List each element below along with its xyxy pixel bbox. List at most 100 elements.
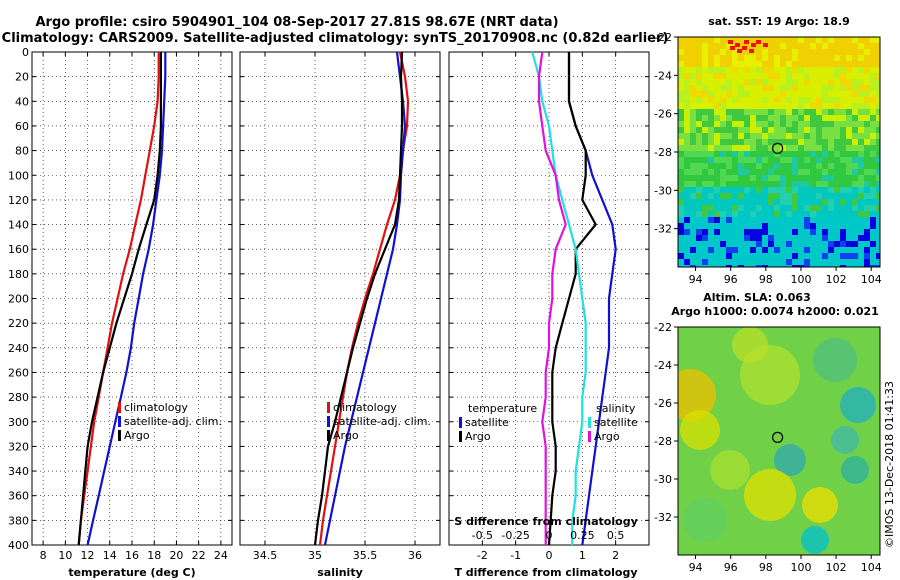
sst-cell [756, 67, 762, 73]
sst-cell [822, 157, 828, 163]
sst-cell [864, 253, 870, 259]
y-tick-label: 240 [8, 342, 29, 355]
sst-cell [768, 253, 774, 259]
sst-cell [750, 121, 756, 127]
sst-cell [696, 91, 702, 97]
sst-cell [744, 223, 750, 229]
sst-cell [804, 199, 810, 205]
map-y-tick-label: -32 [654, 223, 672, 236]
sst-cell [810, 55, 816, 61]
sst-cell [702, 163, 708, 169]
sst-cell [870, 91, 876, 97]
sst-cell [762, 235, 768, 241]
sst-warm-patch [735, 43, 740, 47]
sst-cell [696, 133, 702, 139]
sst-cell [828, 49, 834, 55]
sst-cell [750, 73, 756, 79]
sst-cell [738, 253, 744, 259]
sst-cell [726, 97, 732, 103]
sst-cell [756, 115, 762, 121]
sst-cell [774, 163, 780, 169]
sst-cell [822, 85, 828, 91]
sst-cell [816, 133, 822, 139]
sst-cell [876, 247, 880, 253]
sst-cell [726, 163, 732, 169]
sst-cell [810, 235, 816, 241]
sst-cell [876, 85, 880, 91]
sst-cell [846, 265, 852, 267]
sst-cell [870, 163, 876, 169]
sst-warm-patch [728, 40, 733, 44]
sst-cell [708, 97, 714, 103]
sst-cell [696, 247, 702, 253]
sst-cell [852, 247, 858, 253]
sla-anomaly-blob [802, 487, 838, 523]
sst-cell [720, 49, 726, 55]
sst-cell [708, 247, 714, 253]
sst-cell [840, 43, 846, 49]
sst-cell [792, 103, 798, 109]
sst-cell [726, 121, 732, 127]
sst-cell [702, 205, 708, 211]
sst-cell [840, 235, 846, 241]
sst-cell [858, 223, 864, 229]
sst-cell [846, 235, 852, 241]
sst-cell [792, 229, 798, 235]
sst-cell [690, 43, 696, 49]
sst-cell [684, 43, 690, 49]
difference-top-xlabel: S difference from climatology [454, 515, 638, 528]
sst-cell [762, 109, 768, 115]
sst-cell [876, 121, 880, 127]
sst-cell [756, 235, 762, 241]
legend-swatch [118, 416, 121, 427]
sst-cell [786, 157, 792, 163]
sst-cell [690, 205, 696, 211]
sst-cell [750, 109, 756, 115]
sst-cell [792, 163, 798, 169]
sst-cell [678, 115, 684, 121]
legend-title-temperature: temperature [468, 402, 537, 415]
sst-cell [798, 139, 804, 145]
sst-cell [702, 253, 708, 259]
sst-cell [834, 157, 840, 163]
sst-cell [702, 223, 708, 229]
sst-cell [738, 199, 744, 205]
sst-cell [690, 55, 696, 61]
sst-cell [828, 247, 834, 253]
sst-cell [822, 163, 828, 169]
sst-cell [786, 181, 792, 187]
sst-cell [726, 49, 732, 55]
sst-cell [840, 211, 846, 217]
sst-cell [774, 43, 780, 49]
sst-cell [684, 265, 690, 267]
sst-cell [864, 91, 870, 97]
sst-cell [744, 187, 750, 193]
sst-cell [684, 109, 690, 115]
sst-cell [696, 43, 702, 49]
sst-cell [756, 43, 762, 49]
sst-cell [714, 247, 720, 253]
sst-cell [732, 55, 738, 61]
sst-cell [870, 109, 876, 115]
sst-cell [678, 37, 684, 43]
sst-cell [792, 193, 798, 199]
sst-cell [774, 211, 780, 217]
sst-cell [690, 247, 696, 253]
sst-cell [834, 223, 840, 229]
sst-cell [726, 115, 732, 121]
sst-cell [870, 235, 876, 241]
sst-cell [870, 73, 876, 79]
sst-cell [738, 55, 744, 61]
sst-cell [744, 109, 750, 115]
sst-cell [804, 145, 810, 151]
sst-cell [750, 235, 756, 241]
sst-cell [846, 109, 852, 115]
sst-cell [828, 91, 834, 97]
sst-cell [780, 109, 786, 115]
series-line-satellite-adj-clim- [323, 52, 407, 545]
sst-cell [714, 193, 720, 199]
sst-cell [684, 55, 690, 61]
sst-cell [756, 241, 762, 247]
sst-cell [720, 193, 726, 199]
sst-cell [810, 115, 816, 121]
